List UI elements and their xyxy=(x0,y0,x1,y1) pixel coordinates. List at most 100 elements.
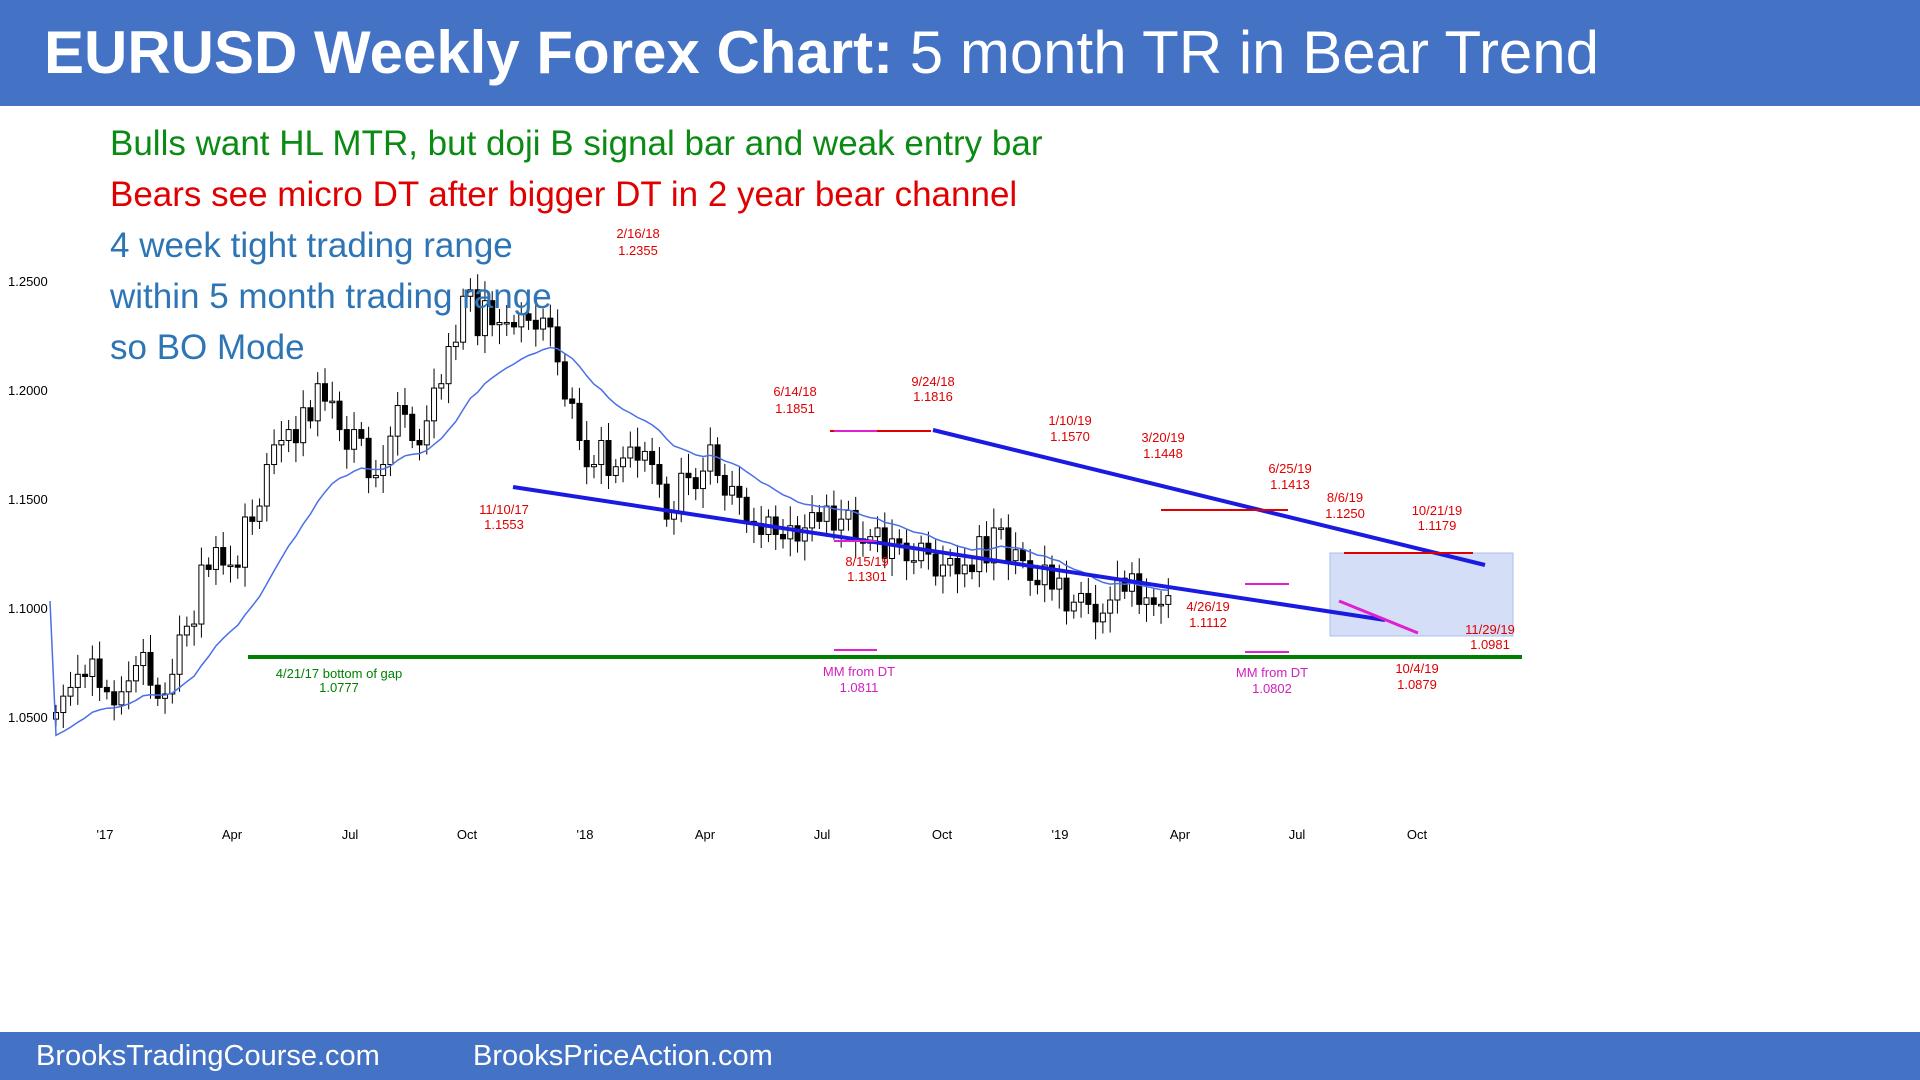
candle xyxy=(1085,577,1092,614)
candle-body xyxy=(1070,601,1077,612)
candle-body xyxy=(961,564,968,575)
x-tick-label: Jul xyxy=(814,827,831,842)
candle-body xyxy=(132,665,139,682)
ema-line xyxy=(49,346,1169,737)
annotation-date: 6/25/19 xyxy=(1268,461,1311,476)
candle-body xyxy=(227,564,234,568)
candle-body xyxy=(627,446,634,459)
candle xyxy=(89,645,96,696)
candle-body xyxy=(474,289,481,337)
candle-body xyxy=(249,516,256,522)
annotation-labels: 2/16/18 1.2355 6/14/18 1.1851 9/24/181.1816 1… xyxy=(276,226,1515,696)
candle-body xyxy=(460,295,467,343)
candle xyxy=(649,437,656,484)
x-tick-label: Jul xyxy=(1289,827,1306,842)
candles xyxy=(53,274,1172,729)
x-tick-label: '17 xyxy=(97,827,114,842)
candle xyxy=(918,535,925,569)
candle xyxy=(634,427,641,478)
candle-body xyxy=(1165,595,1172,605)
candle-body xyxy=(743,496,750,522)
candle xyxy=(525,298,532,330)
candle-body xyxy=(721,474,728,496)
annotation-date: 2/16/18 xyxy=(616,226,659,241)
candle-body xyxy=(838,518,845,531)
candle xyxy=(801,514,808,561)
candle-body xyxy=(525,313,532,321)
candle xyxy=(307,400,314,429)
candle xyxy=(729,470,736,505)
candle-body xyxy=(939,564,946,577)
candle-body xyxy=(896,538,903,544)
candle-body xyxy=(365,437,372,479)
candle xyxy=(1165,578,1172,618)
candle-body xyxy=(852,509,859,540)
candle-body xyxy=(678,472,685,514)
candle xyxy=(460,288,467,350)
candle xyxy=(1107,586,1114,633)
x-tick-label: Oct xyxy=(932,827,953,842)
candle xyxy=(351,412,358,463)
annotation-date: MM from DT xyxy=(1236,665,1308,680)
candle xyxy=(358,421,365,446)
candle-body xyxy=(394,405,401,437)
candle xyxy=(932,538,939,586)
candle-body xyxy=(947,557,954,566)
candle-body xyxy=(489,300,496,326)
candle xyxy=(1078,581,1085,618)
annotation-date: 10/4/19 xyxy=(1395,661,1438,676)
candle xyxy=(714,437,721,484)
annotation-date: 3/20/19 xyxy=(1141,430,1184,445)
candle-body xyxy=(605,440,612,476)
candle xyxy=(401,388,408,428)
candle xyxy=(147,634,154,699)
candle-body xyxy=(540,317,547,330)
candle-body xyxy=(103,686,110,693)
candle xyxy=(67,671,74,706)
candle-body xyxy=(874,527,881,538)
y-tick-label: 1.2000 xyxy=(8,383,48,398)
candle xyxy=(540,308,547,341)
x-tick-label: Apr xyxy=(1170,827,1191,842)
upper-channel-line xyxy=(932,428,1486,567)
candle-body xyxy=(314,383,321,422)
candle-body xyxy=(532,319,539,330)
title-bold: EURUSD Weekly Forex Chart: xyxy=(44,19,894,86)
chart-overlays xyxy=(248,552,1522,659)
candle-body xyxy=(736,485,743,498)
candle xyxy=(896,529,903,555)
candle xyxy=(234,555,241,579)
candle-body xyxy=(242,516,249,568)
annotation-price: 1.1816 xyxy=(913,389,953,404)
annotation-price: 1.1448 xyxy=(1143,446,1183,461)
candle-body xyxy=(511,322,518,328)
candle-body xyxy=(1107,599,1114,614)
candle-body xyxy=(932,553,939,577)
candle-body xyxy=(700,470,707,490)
candle-body xyxy=(1056,577,1063,590)
candle xyxy=(511,314,518,335)
candle-body xyxy=(1005,527,1012,562)
annotation-price: 1.1179 xyxy=(1418,518,1457,533)
candle-body xyxy=(343,429,350,450)
candle-body xyxy=(1158,603,1165,607)
annotation-date: 4/26/19 xyxy=(1186,599,1229,614)
candle xyxy=(1114,560,1121,614)
candle xyxy=(336,391,343,442)
annotation-date: MM from DT xyxy=(823,664,895,679)
annotation-date: 9/24/18 xyxy=(911,374,954,389)
candle xyxy=(656,447,663,498)
candle-body xyxy=(780,533,786,540)
candle xyxy=(212,535,219,585)
candle xyxy=(1128,562,1135,607)
candle-body xyxy=(714,444,721,476)
annotation-price: 1.0802 xyxy=(1252,681,1292,696)
candle-body xyxy=(685,472,692,479)
candle xyxy=(780,518,786,549)
candle xyxy=(670,501,677,535)
note-tight-range: 4 week tight trading range xyxy=(110,226,513,265)
candle-body xyxy=(307,407,314,422)
candle-body xyxy=(220,547,227,566)
candle-body xyxy=(1150,597,1157,605)
candle-body xyxy=(649,450,656,466)
